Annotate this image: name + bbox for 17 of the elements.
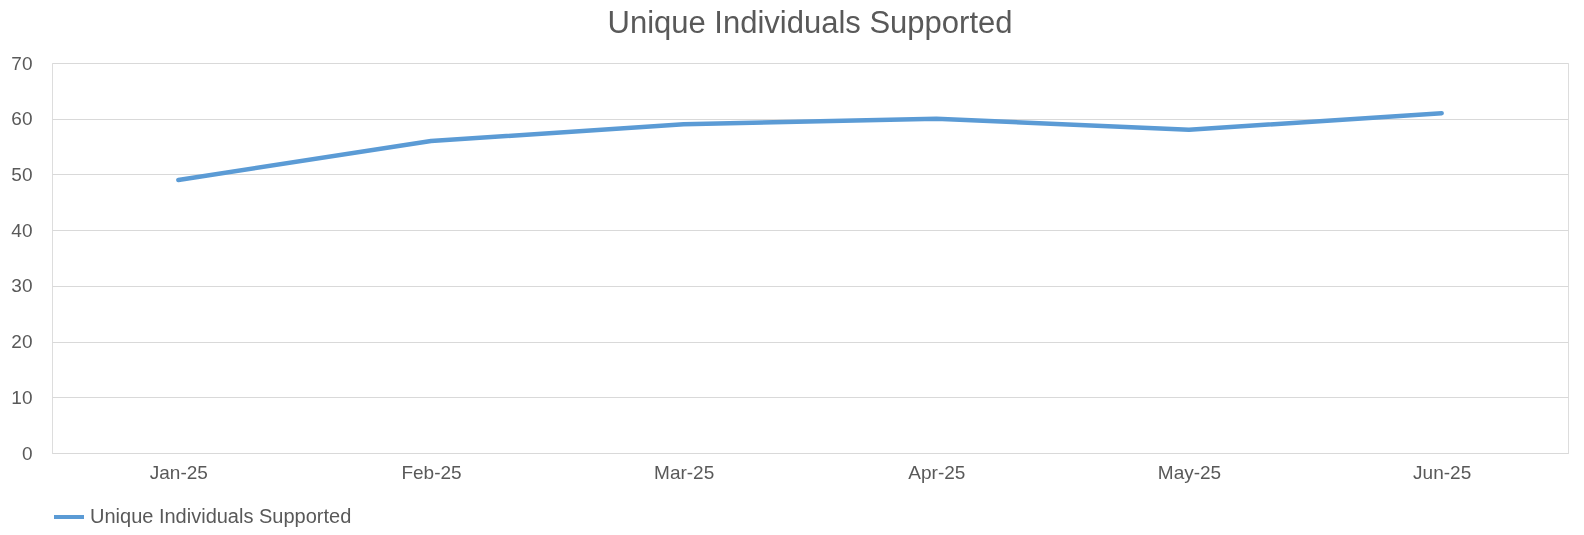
y-tick-label: 40 [11, 219, 33, 241]
y-tick-label: 60 [11, 108, 33, 130]
x-tick-label: Apr-25 [908, 461, 966, 483]
x-tick-label: May-25 [1157, 461, 1222, 483]
x-tick-label: Mar-25 [654, 461, 715, 483]
legend-label: Unique Individuals Supported [90, 505, 352, 527]
x-tick-label: Feb-25 [401, 461, 462, 483]
y-tick-label: 10 [11, 386, 33, 408]
y-tick-label: 20 [11, 331, 33, 353]
line-series [176, 110, 1444, 183]
y-tick-label: 70 [11, 52, 33, 74]
y-tick-label: 30 [11, 275, 33, 297]
chart-title: Unique Individuals Supported [607, 5, 1013, 40]
x-tick-label: Jan-25 [149, 461, 208, 483]
y-tick-label: 0 [21, 442, 33, 464]
y-tick-label: 50 [11, 163, 33, 185]
x-tick-label: Jun-25 [1413, 461, 1472, 483]
